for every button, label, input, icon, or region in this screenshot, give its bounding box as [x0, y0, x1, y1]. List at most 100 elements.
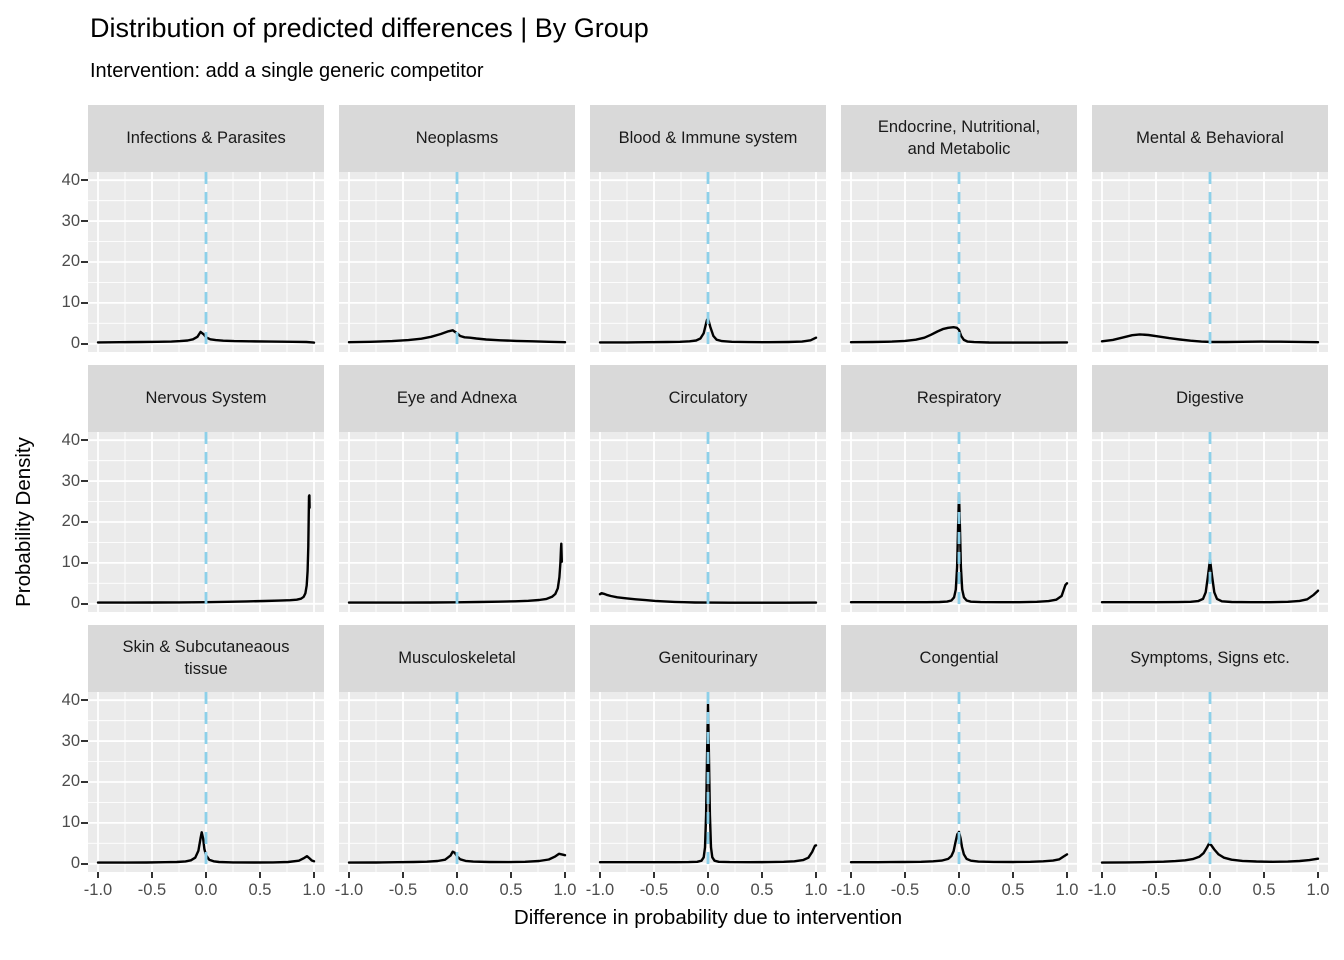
- facet-strip: Musculoskeletal: [339, 625, 575, 692]
- y-tick-label: 40: [61, 690, 80, 709]
- facet-strip-label: Symptoms, Signs etc.: [1130, 648, 1290, 667]
- facet-strip: Circulatory: [590, 365, 826, 432]
- facet-strip: Congential: [841, 625, 1077, 692]
- y-tick-label: 0: [70, 334, 80, 353]
- facet-strip: Nervous System: [88, 365, 324, 432]
- y-tick-label: 30: [61, 211, 80, 230]
- facet-cell: Neoplasms: [339, 105, 575, 352]
- x-tick-mark: [1317, 872, 1319, 878]
- facet-strip-label: Nervous System: [145, 388, 267, 407]
- facet-strip-label: Infections & Parasites: [126, 128, 286, 147]
- density-panel: [1092, 432, 1328, 612]
- chart-subtitle: Intervention: add a single generic compe…: [90, 60, 484, 82]
- density-panel: [339, 172, 575, 352]
- y-tick-label: 20: [61, 512, 80, 531]
- density-curve: [1100, 558, 1320, 604]
- x-tick-label: -0.5: [388, 881, 418, 899]
- facet-strip: Blood & Immune system: [590, 105, 826, 172]
- density-curve: [347, 850, 567, 864]
- facet-strip-label: Neoplasms: [415, 128, 499, 147]
- y-tick-label: 10: [61, 813, 80, 832]
- x-tick-label: 0.0: [696, 881, 720, 899]
- density-curve: [96, 330, 316, 344]
- density-curve: [1100, 842, 1320, 864]
- density-curve: [598, 592, 818, 604]
- facet-cell: Blood & Immune system: [590, 105, 826, 352]
- y-tick-mark: [81, 561, 88, 564]
- facet-strip-label: Mental & Behavioral: [1136, 128, 1284, 147]
- y-tick-label: 30: [61, 471, 80, 490]
- facet-strip: Neoplasms: [339, 105, 575, 172]
- y-tick-label: 10: [61, 293, 80, 312]
- y-tick-mark: [81, 740, 88, 743]
- x-tick-mark: [456, 872, 458, 878]
- y-tick-mark: [81, 520, 88, 523]
- x-tick-label: 1.0: [1306, 881, 1330, 899]
- x-tick-mark: [348, 872, 350, 878]
- x-tick-label: 0.0: [194, 881, 218, 899]
- y-tick-label: 10: [61, 553, 80, 572]
- facet-cell: Digestive: [1092, 365, 1328, 612]
- density-curve: [849, 326, 1069, 344]
- facet-strip: Respiratory: [841, 365, 1077, 432]
- density-panel: [1092, 692, 1328, 872]
- x-tick-label: 0.5: [750, 881, 774, 899]
- x-tick-label: 0.5: [1001, 881, 1025, 899]
- facet-cell: Skin & Subcutaneaous tissue 0 10 20 30 40 -1.0…: [62, 625, 325, 899]
- y-tick-label: 20: [61, 252, 80, 271]
- x-tick-mark: [97, 872, 99, 878]
- density-curve: [347, 329, 567, 344]
- y-tick-mark: [81, 780, 88, 783]
- x-tick-mark: [259, 872, 261, 878]
- facet-strip-label: Respiratory: [916, 388, 1002, 407]
- y-axis-title: Probability Density: [12, 437, 35, 607]
- facet-cell: Symptoms, Signs etc. -1.0 -0.5 0.0 0.5 1.0: [1088, 625, 1329, 899]
- x-tick-mark: [707, 872, 709, 878]
- density-panel: [88, 172, 324, 352]
- x-axis-title: Difference in probability due to interve…: [513, 906, 903, 929]
- x-tick-mark: [205, 872, 207, 878]
- y-tick-label: 30: [61, 731, 80, 750]
- facet-strip-label: Genitourinary: [658, 648, 758, 667]
- x-tick-mark: [1066, 872, 1068, 878]
- x-tick-label: 0.5: [248, 881, 272, 899]
- facet-cell: Musculoskeletal -1.0 -0.5 0.0 0.5 1.0: [335, 625, 576, 899]
- facet-strip: Infections & Parasites: [88, 105, 324, 172]
- density-curve: [1100, 333, 1320, 344]
- density-curve: [598, 703, 818, 864]
- density-panel: [841, 432, 1077, 612]
- facet-strip-label: Blood & Immune system: [618, 128, 798, 147]
- y-tick-mark: [81, 602, 88, 605]
- x-tick-mark: [653, 872, 655, 878]
- facet-cell: Eye and Adnexa: [339, 365, 575, 612]
- density-panel: [339, 432, 575, 612]
- x-tick-mark: [151, 872, 153, 878]
- x-tick-mark: [815, 872, 817, 878]
- x-tick-mark: [850, 872, 852, 878]
- x-tick-label: 1.0: [302, 881, 326, 899]
- facet-strip-label: Digestive: [1176, 388, 1244, 407]
- x-tick-label: -0.5: [1141, 881, 1171, 899]
- y-tick-mark: [81, 260, 88, 263]
- density-curve: [849, 492, 1069, 604]
- density-curve: [96, 494, 311, 604]
- x-tick-label: 1.0: [553, 881, 577, 899]
- facet-strip-label: Eye and Adnexa: [396, 388, 518, 407]
- x-tick-label: -0.5: [639, 881, 669, 899]
- density-curve: [849, 830, 1069, 864]
- x-tick-label: 0.0: [947, 881, 971, 899]
- facet-cell: Circulatory: [590, 365, 826, 612]
- y-tick-label: 0: [70, 594, 80, 613]
- x-tick-mark: [958, 872, 960, 878]
- x-tick-label: 1.0: [804, 881, 828, 899]
- facet-strip: Eye and Adnexa: [339, 365, 575, 432]
- x-tick-label: -1.0: [1087, 881, 1117, 899]
- y-tick-mark: [81, 699, 88, 702]
- y-tick-label: 40: [61, 170, 80, 189]
- density-panel: [88, 432, 324, 612]
- x-tick-label: 0.5: [1252, 881, 1276, 899]
- facet-strip: Mental & Behavioral: [1092, 105, 1328, 172]
- x-tick-mark: [1101, 872, 1103, 878]
- x-tick-mark: [1209, 872, 1211, 878]
- x-tick-label: 0.0: [1198, 881, 1222, 899]
